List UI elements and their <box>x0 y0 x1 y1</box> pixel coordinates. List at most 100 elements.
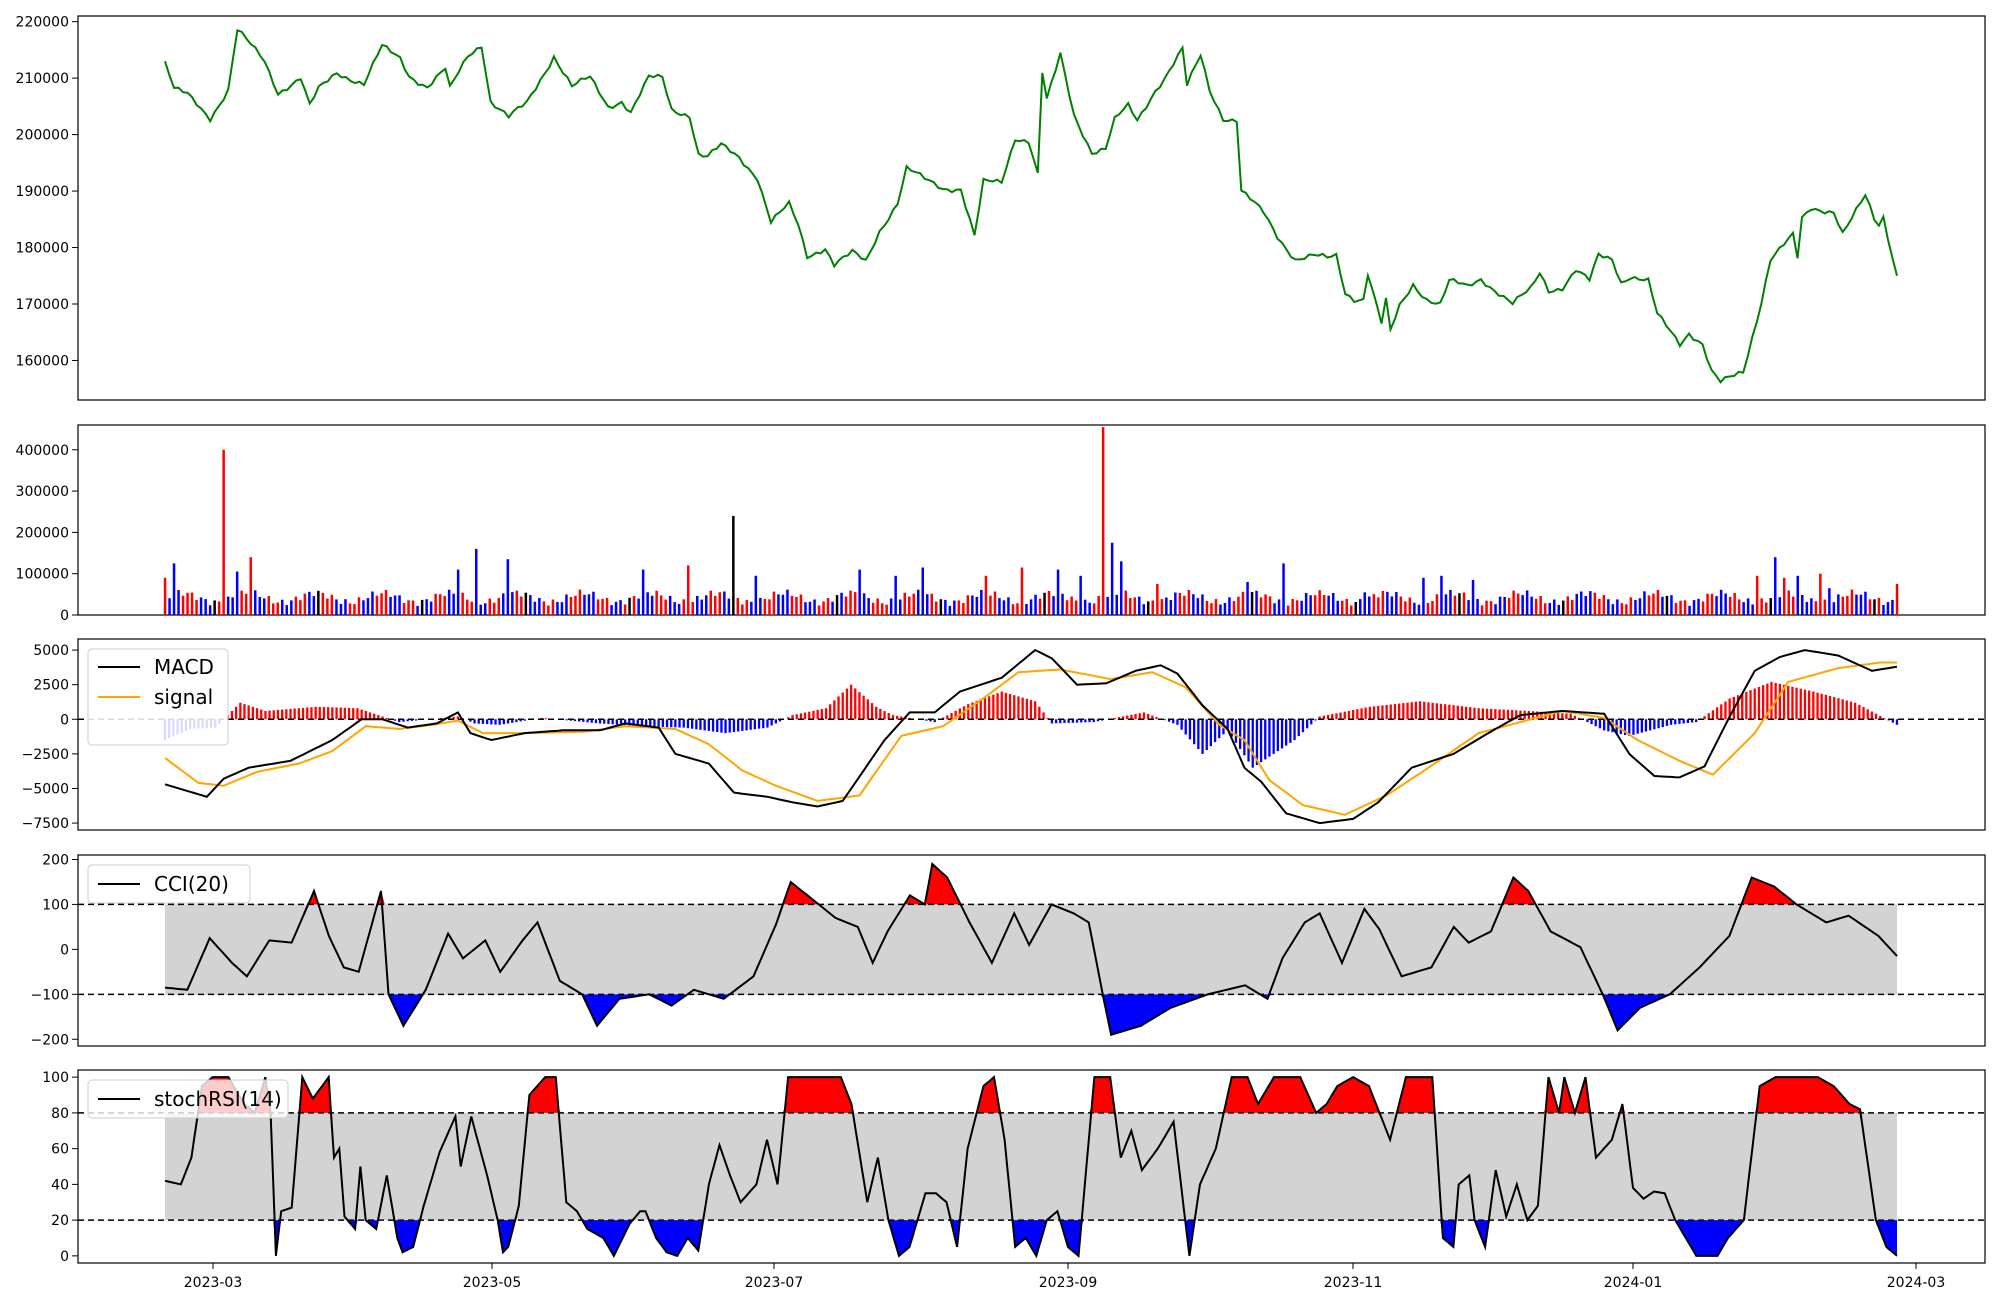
volume-bar <box>1746 598 1750 615</box>
volume-bar <box>1255 590 1258 615</box>
volume-bar <box>1232 601 1236 615</box>
macd-hist-bar <box>1276 719 1279 752</box>
volume-bar <box>853 592 857 615</box>
macd-hist-bar <box>239 702 242 720</box>
y-tick-label: 170000 <box>16 297 69 313</box>
macd-hist-bar <box>691 719 694 729</box>
volume-bar <box>912 593 915 615</box>
volume-bar <box>1755 575 1759 615</box>
y-tick-label: 0 <box>60 712 69 728</box>
volume-bar <box>330 594 334 615</box>
macd-hist-bar <box>975 700 978 720</box>
volume-bar <box>1007 597 1010 615</box>
macd-hist-bar <box>979 699 982 720</box>
macd-hist-bar <box>1368 706 1371 720</box>
macd-hist-bar <box>1561 713 1564 720</box>
macd-hist-bar <box>803 712 807 720</box>
macd-hist-bar <box>1448 704 1451 720</box>
volume-bar <box>1350 605 1353 615</box>
x-axis: 2023-03 2023-05 2023-07 2023-09 2023-11 2024-… <box>184 1263 1946 1291</box>
y-tick-label: 210000 <box>16 71 69 87</box>
macd-hist-bar <box>883 711 886 720</box>
macd-hist-bar <box>870 703 874 720</box>
volume-bar <box>249 557 252 615</box>
volume-bar <box>267 596 270 615</box>
volume-bar <box>1047 590 1051 615</box>
volume-bar <box>272 603 275 615</box>
macd-hist-bar <box>1477 708 1480 720</box>
macd-hist-bar <box>1155 717 1158 720</box>
volume-bar <box>1413 602 1416 615</box>
macd-hist-bar <box>356 708 359 720</box>
macd-hist-bar <box>1322 715 1325 720</box>
macd-hist-bar <box>1318 716 1321 720</box>
macd-hist-bar <box>393 719 397 721</box>
volume-bar <box>750 601 753 615</box>
macd-hist-bar <box>1398 703 1401 720</box>
macd-hist-bar <box>1406 702 1409 720</box>
volume-bar <box>587 594 591 615</box>
volume-bar <box>1101 427 1105 615</box>
macd-hist-bar <box>1021 697 1024 720</box>
volume-bar <box>231 597 234 615</box>
macd-hist-bar <box>1531 711 1535 720</box>
macd-hist-bar <box>368 712 372 720</box>
macd-hist-bar <box>1117 717 1120 720</box>
macd-hist-bar <box>1000 691 1003 720</box>
macd-hist-bar <box>1665 719 1669 726</box>
volume-bar <box>1462 592 1466 615</box>
volume-bar <box>921 567 924 615</box>
volume-bar <box>1476 599 1479 615</box>
volume-bar <box>1043 592 1046 615</box>
volume-bar <box>1241 591 1245 615</box>
macd-hist-bar <box>310 707 313 720</box>
volume-bar <box>1404 601 1407 615</box>
macd-hist-bar <box>1377 705 1380 720</box>
macd-hist-bar <box>1205 719 1208 750</box>
macd-hist-bar <box>289 708 292 720</box>
volume-bar <box>1341 600 1344 615</box>
macd-hist-bar <box>1569 713 1572 720</box>
volume-bar <box>1097 595 1100 615</box>
volume-bar <box>849 590 852 615</box>
x-tick-label: 2024-03 <box>1887 1275 1946 1291</box>
volume-bar <box>668 595 672 615</box>
volume-bar <box>407 600 410 615</box>
volume-bar <box>673 602 676 615</box>
volume-bar <box>754 575 758 615</box>
volume-bar <box>957 600 961 615</box>
macd-hist-bar <box>967 704 970 720</box>
volume-bar <box>515 590 519 615</box>
macd-panel: −7500 −5000 −2500 0 2500 5000 MACD signal <box>22 638 1986 832</box>
macd-hist-bar <box>1782 684 1786 720</box>
volume-bar <box>1859 594 1863 615</box>
macd-hist-bar <box>1188 719 1192 740</box>
volume-bar <box>741 604 744 615</box>
macd-hist-bar <box>1151 715 1154 720</box>
macd-hist-bar <box>1239 719 1242 750</box>
overbought-fill <box>165 1077 1897 1113</box>
volume-bar <box>718 592 721 615</box>
volume-bar <box>732 515 735 615</box>
macd-hist-bar <box>506 719 510 724</box>
macd-hist-bar <box>352 708 355 720</box>
volume-bar <box>326 598 329 615</box>
macd-hist-bar <box>1301 719 1305 733</box>
volume-bar <box>1214 599 1218 615</box>
macd-hist-bar <box>1352 710 1355 720</box>
volume-bar <box>1886 602 1890 615</box>
macd-hist-bar <box>327 707 330 720</box>
volume-bar <box>1850 589 1854 615</box>
volume-bar <box>1489 601 1493 615</box>
volume-bar <box>1336 600 1339 615</box>
macd-hist-bar <box>1356 709 1359 720</box>
macd-hist-bar <box>1490 708 1493 720</box>
macd-hist-bar <box>1096 719 1100 722</box>
macd-hist-bar <box>1757 686 1761 720</box>
macd-hist-bar <box>272 710 275 720</box>
volume-bar <box>1399 596 1403 615</box>
volume-bar <box>1589 591 1592 615</box>
macd-hist-bar <box>1619 719 1622 735</box>
macd-hist-bar <box>281 709 284 720</box>
volume-bar <box>1525 590 1529 615</box>
